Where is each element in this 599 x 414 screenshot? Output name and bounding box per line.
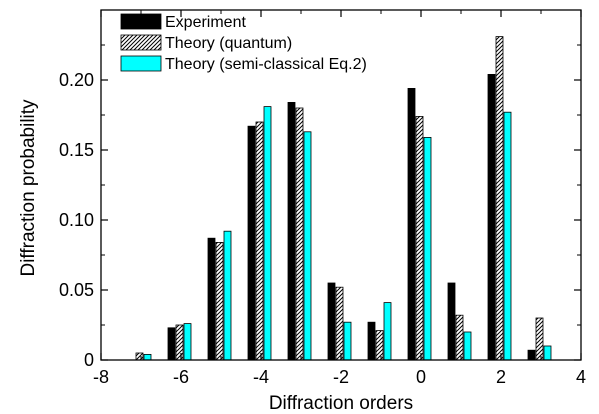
y-axis-title: Diffraction probability — [18, 99, 39, 277]
bar-quantum-order--5 — [215, 241, 224, 361]
bar-experiment-order--6 — [167, 327, 176, 361]
legend-label-experiment: Experiment — [165, 14, 246, 31]
x-tick-label: 0 — [416, 367, 426, 387]
bar-quantum-order--4 — [255, 121, 264, 361]
bar-semiclassical-order--3 — [303, 131, 312, 361]
bar-semiclassical-order--7 — [143, 353, 152, 361]
bar-semiclassical-order-0 — [423, 136, 432, 361]
bar-experiment-order--3 — [287, 102, 296, 361]
bar-experiment-order--4 — [247, 125, 256, 361]
bar-experiment-order--5 — [207, 237, 216, 361]
bar-experiment-order-3 — [527, 349, 536, 361]
legend-swatch-experiment — [120, 13, 162, 30]
y-tick-label: 0.15 — [59, 140, 94, 160]
y-tick-label: 0.05 — [59, 280, 94, 300]
bar-quantum-order--6 — [175, 324, 184, 361]
bar-quantum-order--7 — [135, 352, 144, 361]
x-tick-label: -6 — [173, 367, 189, 387]
bar-experiment-order-1 — [447, 282, 456, 361]
bars-group — [135, 36, 552, 361]
y-tick-label: 0 — [84, 350, 94, 370]
bar-quantum-order-0 — [415, 116, 424, 361]
bar-experiment-order-2 — [487, 74, 496, 361]
y-tick-label: 0.20 — [59, 70, 94, 90]
bar-quantum-order-3 — [535, 317, 544, 361]
bar-quantum-order--1 — [375, 330, 384, 361]
axes-group: -8 -6 -4 -2 0 2 4 0 0.05 0.10 0.15 0.20 — [59, 9, 586, 387]
bar-experiment-order--1 — [367, 321, 376, 361]
bar-quantum-order-1 — [455, 314, 464, 361]
x-tick-label: 4 — [576, 367, 586, 387]
x-tick-label: -2 — [333, 367, 349, 387]
bar-semiclassical-order--2 — [343, 321, 352, 361]
bar-semiclassical-order--4 — [263, 106, 272, 361]
bar-experiment-order-0 — [407, 88, 416, 361]
bar-experiment-order--2 — [327, 282, 336, 361]
bar-semiclassical-order--1 — [383, 302, 392, 361]
legend-label-quantum: Theory (quantum) — [165, 35, 292, 52]
legend-label-semiclassical: Theory (semi-classical Eq.2) — [165, 56, 367, 73]
x-tick-label: -8 — [93, 367, 109, 387]
legend-swatch-semiclassical — [120, 55, 162, 72]
legend-swatch-quantum — [120, 34, 162, 51]
x-tick-label: 2 — [496, 367, 506, 387]
x-tick-label: -4 — [253, 367, 269, 387]
bar-semiclassical-order-1 — [463, 331, 472, 361]
bar-semiclassical-order--6 — [183, 323, 192, 361]
bar-semiclassical-order-2 — [503, 111, 512, 361]
y-tick-label: 0.10 — [59, 210, 94, 230]
bar-semiclassical-order--5 — [223, 230, 232, 361]
legend: Experiment Theory (quantum) Theory (semi-c… — [120, 13, 367, 73]
bar-quantum-order--3 — [295, 107, 304, 361]
bar-quantum-order--2 — [335, 286, 344, 361]
bar-quantum-order-2 — [495, 36, 504, 361]
bar-semiclassical-order-3 — [543, 345, 552, 361]
x-axis-title: Diffraction orders — [269, 393, 413, 414]
